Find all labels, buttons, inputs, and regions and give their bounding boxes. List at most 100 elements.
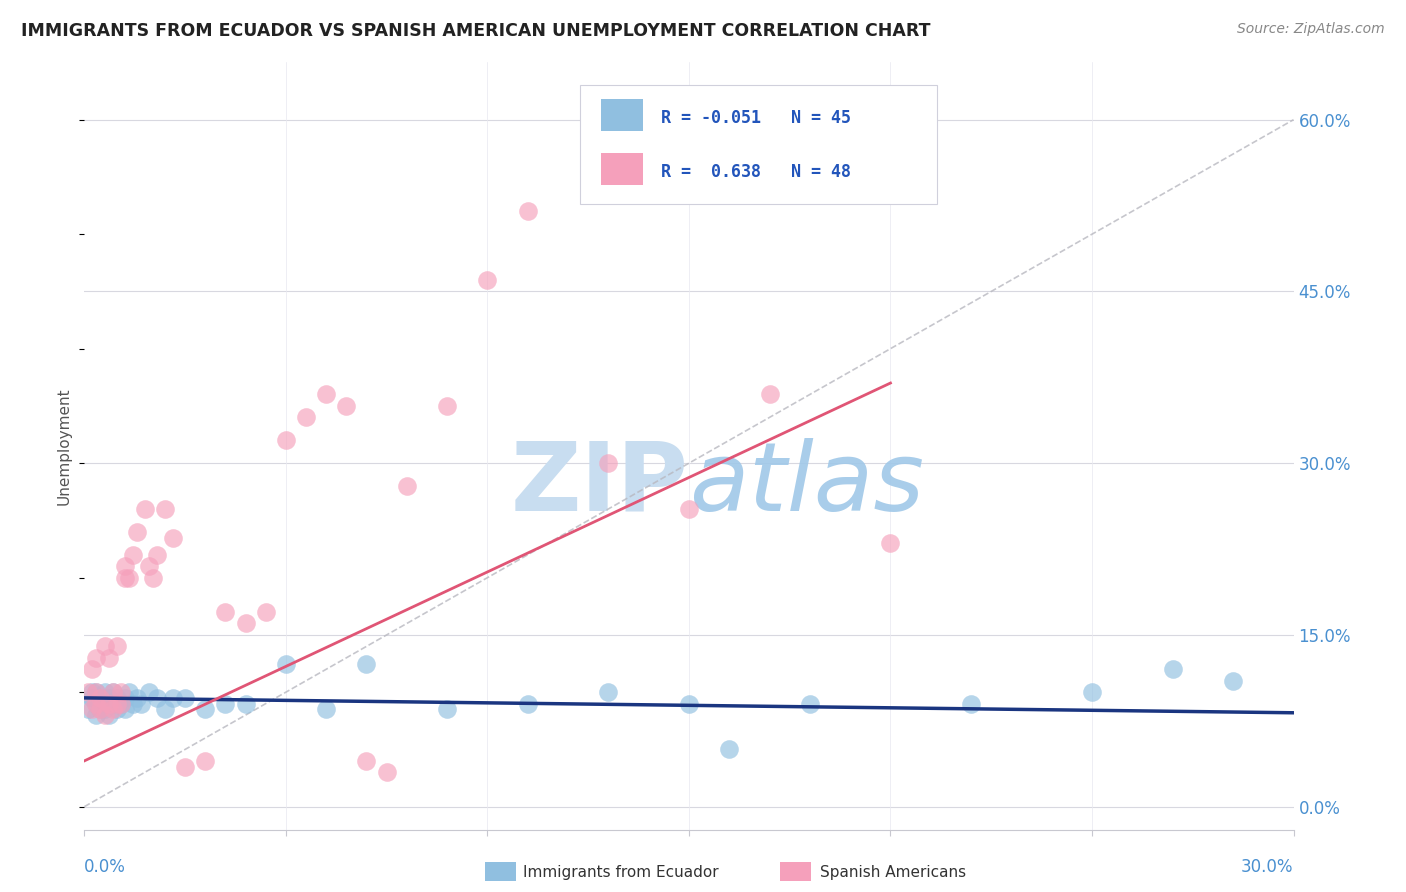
Text: 30.0%: 30.0% (1241, 858, 1294, 876)
Point (436, 702, 458, 716)
Point (93, 702, 115, 716)
Point (356, 754, 378, 768)
Point (142, 571, 165, 585)
Point (118, 571, 141, 585)
FancyBboxPatch shape (581, 86, 936, 204)
Point (799, 697, 821, 711)
Point (105, 697, 128, 711)
Point (97, 697, 120, 711)
Point (129, 697, 152, 711)
Point (77, 685, 100, 699)
Point (93, 697, 115, 711)
Point (82, 662, 104, 676)
Point (153, 702, 176, 716)
Point (436, 399, 458, 413)
Point (678, 502, 700, 516)
FancyBboxPatch shape (600, 99, 643, 131)
Text: IMMIGRANTS FROM ECUADOR VS SPANISH AMERICAN UNEMPLOYMENT CORRELATION CHART: IMMIGRANTS FROM ECUADOR VS SPANISH AMERI… (21, 22, 931, 40)
Point (89, 690, 111, 705)
Point (194, 702, 217, 716)
Point (86, 650, 108, 665)
Point (105, 690, 128, 705)
Point (121, 548, 143, 562)
Point (105, 640, 128, 654)
Point (138, 559, 160, 574)
Point (960, 697, 983, 711)
Point (174, 690, 197, 705)
Point (174, 759, 197, 773)
Point (97, 708, 120, 723)
Point (598, 685, 620, 699)
Point (162, 690, 184, 705)
Text: Source: ZipAtlas.com: Source: ZipAtlas.com (1237, 22, 1385, 37)
Point (89, 690, 111, 705)
Point (110, 697, 132, 711)
Point (93, 708, 115, 723)
Point (254, 605, 277, 619)
Point (214, 605, 236, 619)
Point (153, 502, 176, 516)
Point (105, 702, 128, 716)
Point (125, 690, 148, 705)
Text: Immigrants from Ecuador: Immigrants from Ecuador (523, 865, 718, 880)
Point (101, 685, 124, 699)
Point (86, 685, 108, 699)
Point (758, 387, 780, 401)
Y-axis label: Unemployment: Unemployment (56, 387, 72, 505)
Point (138, 685, 160, 699)
Point (1222, 673, 1244, 688)
Point (1081, 685, 1104, 699)
Point (114, 702, 136, 716)
Point (101, 702, 124, 716)
Point (93, 685, 115, 699)
Point (274, 434, 297, 448)
Point (110, 685, 132, 699)
Point (134, 502, 156, 516)
Point (335, 399, 357, 413)
Point (86, 685, 108, 699)
Point (101, 697, 124, 711)
Point (598, 456, 620, 470)
Point (162, 531, 184, 545)
Point (678, 697, 700, 711)
Point (82, 690, 104, 705)
Text: Spanish Americans: Spanish Americans (820, 865, 966, 880)
Point (86, 697, 108, 711)
Point (235, 697, 257, 711)
Text: atlas: atlas (689, 438, 924, 531)
Point (395, 479, 418, 493)
Point (295, 410, 318, 425)
FancyBboxPatch shape (600, 153, 643, 186)
Text: R =  0.638   N = 48: R = 0.638 N = 48 (661, 163, 851, 181)
Point (718, 742, 741, 756)
Point (82, 685, 104, 699)
Point (114, 559, 136, 574)
Point (315, 387, 337, 401)
Point (97, 690, 120, 705)
Text: 0.0%: 0.0% (84, 858, 127, 876)
Point (93, 640, 115, 654)
Point (114, 690, 136, 705)
Point (86, 697, 108, 711)
Text: ZIP: ZIP (510, 438, 689, 531)
Point (375, 765, 398, 780)
Point (1161, 662, 1184, 676)
Point (125, 524, 148, 539)
Point (86, 708, 108, 723)
Point (118, 685, 141, 699)
Point (879, 536, 901, 550)
Point (82, 702, 104, 716)
Point (274, 657, 297, 671)
Point (516, 204, 538, 219)
Point (146, 690, 169, 705)
Point (89, 702, 111, 716)
Point (77, 702, 100, 716)
Text: R = -0.051   N = 45: R = -0.051 N = 45 (661, 110, 851, 128)
Point (110, 697, 132, 711)
Point (97, 650, 120, 665)
Point (101, 685, 124, 699)
Point (516, 697, 538, 711)
Point (121, 697, 143, 711)
Point (214, 697, 236, 711)
Point (477, 273, 499, 287)
